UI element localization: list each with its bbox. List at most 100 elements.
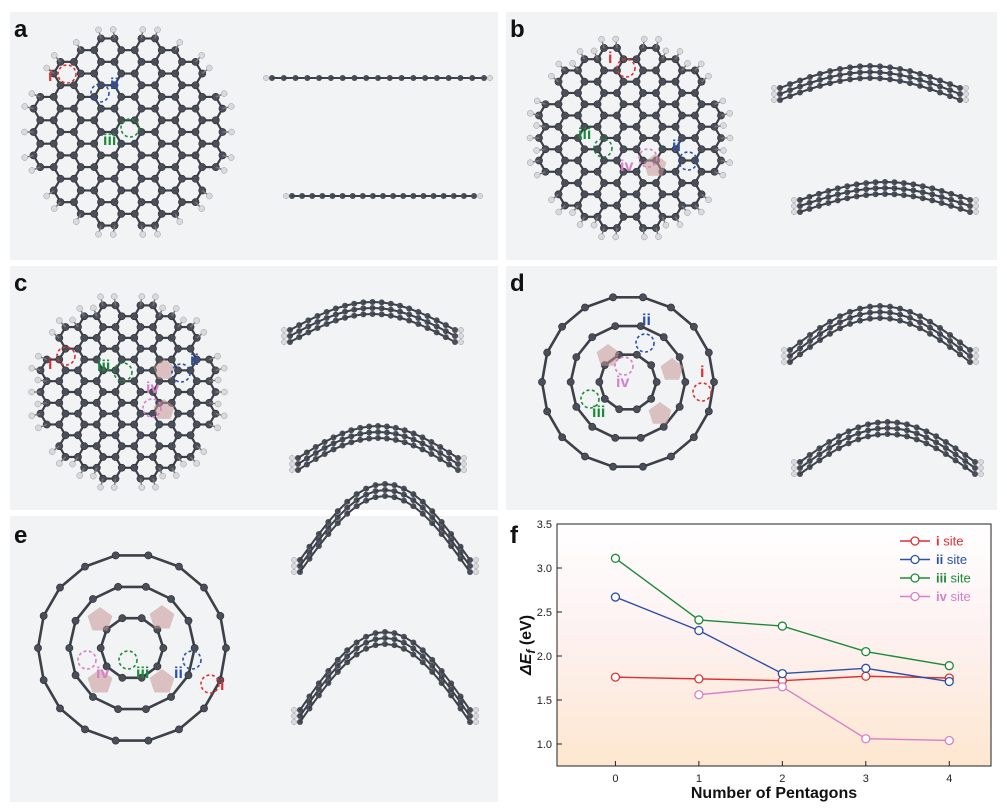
carbon-atom [130, 312, 139, 321]
carbon-atom [74, 388, 82, 396]
hydrogen-atom [154, 26, 161, 34]
carbon-atom [678, 179, 686, 187]
pentagon-e4 [149, 669, 175, 693]
carbon-atom [554, 145, 563, 154]
hydrogen-atom [705, 72, 712, 80]
hydrogen-atom [21, 128, 28, 136]
site-marker-i-c [56, 346, 76, 366]
carbon-atom [90, 116, 99, 125]
hydrogen-atom [34, 400, 42, 408]
carbon-atom [55, 377, 64, 386]
carbon-atom [110, 57, 119, 66]
carbon-atom [36, 139, 45, 148]
carbon-atom [574, 134, 582, 142]
carbon-atom [76, 163, 85, 171]
hydrogen-atom [193, 317, 200, 324]
carbon-atom [117, 420, 126, 429]
carbon-atom [697, 122, 706, 131]
hydrogen-atom [34, 376, 42, 384]
carbon-atom [157, 139, 166, 148]
carbon-atom [632, 212, 641, 221]
hydrogen-atom [227, 103, 235, 110]
hydrogen-atom [655, 233, 662, 240]
site-marker-iv-b [638, 148, 658, 168]
carbon-atom [110, 151, 119, 160]
hydrogen-atom [227, 154, 235, 161]
carbon-atom [561, 179, 569, 187]
carbon-atom [36, 116, 45, 125]
hydrogen-atom [138, 293, 146, 300]
carbon-atom [61, 431, 70, 440]
carbon-atom [619, 100, 628, 109]
hydrogen-atom [697, 60, 705, 68]
carbon-atom [671, 145, 680, 154]
site-label-iii-c: iii [97, 358, 111, 375]
carbon-atom [652, 201, 660, 210]
hydrogen-atom [527, 159, 534, 166]
carbon-atom [137, 104, 146, 113]
hydrogen-atom [720, 147, 727, 154]
hydrogen-atom [720, 122, 727, 129]
hydrogen-atom [28, 364, 36, 372]
hydrogen-atom [76, 305, 83, 312]
hydrogen-atom [48, 329, 56, 336]
hydrogen-atom [21, 103, 29, 110]
carbon-atom [137, 198, 146, 207]
carbon-atom [90, 163, 99, 171]
site-label-iii-d: iii [592, 404, 606, 421]
carbon-atom [652, 66, 660, 75]
hydrogen-atom [73, 218, 80, 225]
carbon-atom [56, 81, 65, 90]
carbon-atom [593, 190, 602, 199]
one-pentagon-top-view [526, 35, 734, 241]
carbon-atom [99, 431, 107, 440]
carbon-atom [97, 57, 105, 66]
hydrogen-atom [220, 167, 228, 174]
carbon-atom [691, 89, 699, 97]
carbon-atom [99, 344, 107, 353]
site-label-iv-b: iv [620, 158, 634, 175]
carbon-atom [111, 453, 120, 461]
carbon-atom [174, 409, 182, 418]
carbon-atom [561, 111, 569, 120]
hydrogen-atom [110, 484, 118, 491]
site-marker-i-b [616, 58, 636, 78]
site-label-iii-a: iii [103, 132, 117, 149]
carbon-atom [56, 174, 65, 183]
carbon-atom [191, 104, 200, 113]
hydrogen-atom [527, 110, 534, 117]
carbon-atom [136, 388, 145, 396]
carbon-atom [130, 463, 139, 472]
carbon-atom [151, 151, 159, 160]
hydrogen-atom [526, 134, 534, 142]
carbon-atom [697, 100, 706, 109]
plot-area [556, 523, 992, 767]
hydrogen-atom [138, 484, 146, 491]
carbon-atom [192, 420, 201, 429]
carbon-atom [149, 431, 157, 440]
carbon-atom [49, 163, 58, 171]
site-marker-ii-c [171, 363, 191, 383]
two-pentagons-side-view-2 [289, 423, 467, 473]
carbon-atom [90, 69, 99, 78]
y-axis-label: ΔEf (eV) [518, 615, 538, 676]
hydrogen-atom [69, 316, 76, 324]
x-tick-label: 0 [612, 773, 618, 785]
carbon-atom [613, 156, 621, 165]
hydrogen-atom [533, 171, 541, 179]
carbon-atom [56, 104, 65, 113]
hydrogen-atom [28, 412, 36, 420]
carbon-atom [613, 89, 621, 97]
carbon-atom [130, 420, 139, 429]
carbon-atom [157, 93, 166, 101]
carbon-atom [639, 134, 647, 142]
carbon-atom [191, 81, 200, 90]
carbon-atom [580, 77, 589, 86]
carbon-atom [619, 212, 628, 221]
carbon-atom [70, 151, 78, 160]
hydrogen-atom [51, 52, 58, 59]
carbon-atom [111, 431, 120, 440]
carbon-atom [613, 134, 621, 142]
carbon-atom [613, 111, 621, 120]
hydrogen-atom [612, 35, 619, 43]
